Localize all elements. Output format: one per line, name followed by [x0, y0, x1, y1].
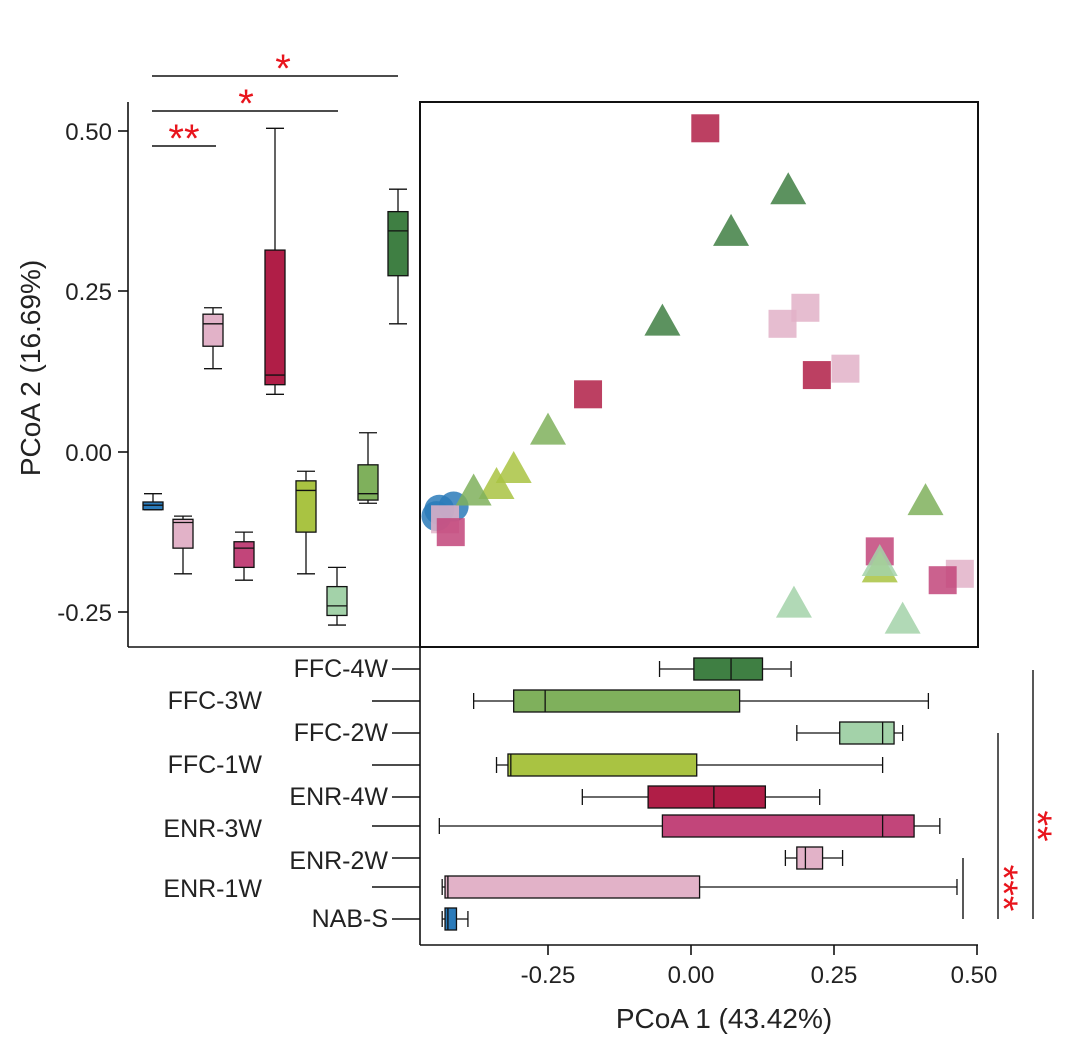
scatter-point-ffc-2w	[861, 543, 898, 576]
box-ffc-1w-pcoa2	[295, 470, 317, 575]
box-body	[796, 846, 824, 870]
top-significance: * * **	[152, 47, 398, 161]
box-ffc-4w-pcoa2	[387, 188, 409, 325]
box-enr-3w-pcoa2	[233, 531, 255, 581]
box-ffc-2w-pcoa1	[796, 721, 904, 745]
right-significance: * ** ***	[962, 670, 1070, 919]
box-body	[387, 210, 409, 277]
y-tick-label: 0.00	[65, 440, 112, 467]
box-body	[513, 689, 741, 713]
scatter-point-ffc-3w	[455, 473, 492, 506]
scatter-point-enr-3w	[691, 114, 720, 143]
box-ffc-1w-pcoa1	[495, 753, 884, 777]
box-body	[264, 249, 286, 386]
box-body	[326, 585, 348, 617]
scatter-points	[421, 114, 974, 634]
x-tick-label: 0.00	[668, 962, 715, 989]
scatter-point-enr-1w	[831, 354, 860, 383]
box-ffc-4w-pcoa1	[658, 657, 792, 681]
y-axis-title: PCoA 2 (16.69%)	[15, 260, 46, 476]
box-body	[693, 657, 764, 681]
group-label: ENR-1W	[163, 875, 262, 903]
group-label: ENR-4W	[289, 783, 388, 811]
box-enr-1w-pcoa2	[172, 515, 194, 575]
significance-star: **	[1015, 810, 1059, 841]
box-enr-3w-pcoa1	[438, 814, 941, 838]
box-ffc-3w-pcoa2	[357, 432, 379, 504]
box-body	[839, 721, 895, 745]
x-tick-label: 0.50	[951, 962, 998, 989]
significance-star: *	[238, 82, 254, 126]
box-enr-2w-pcoa1	[784, 846, 844, 870]
vertical-boxplots	[142, 127, 409, 626]
x-tick-label: -0.25	[521, 962, 576, 989]
box-body	[507, 753, 698, 777]
scatter-point-ffc-4w	[713, 213, 750, 246]
significance-star: **	[168, 117, 199, 161]
box-body	[661, 814, 915, 838]
box-body	[444, 875, 701, 899]
scatter-point-enr-1w	[791, 293, 820, 322]
box-ffc-3w-pcoa1	[472, 689, 930, 713]
group-label: FFC-3W	[168, 687, 263, 715]
scatter-point-ffc-4w	[644, 303, 681, 336]
box-body	[202, 313, 224, 347]
scatter-point-ffc-1w	[495, 451, 532, 484]
x-ticks: -0.25 0.00 0.25 0.50	[521, 945, 998, 989]
box-body	[444, 907, 458, 931]
scatter-point-ffc-2w	[775, 585, 812, 618]
significance-star: ***	[981, 865, 1025, 912]
box-enr-2w-pcoa2	[202, 307, 224, 370]
x-axis-title: PCoA 1 (43.42%)	[616, 1003, 832, 1034]
y-tick-label: 0.50	[65, 119, 112, 146]
significance-star: *	[275, 47, 291, 91]
scatter-point-ffc-2w	[884, 601, 921, 634]
group-label: ENR-2W	[289, 847, 388, 875]
scatter-point-enr-3w	[802, 361, 831, 390]
scatter-point-ffc-3w	[530, 412, 566, 445]
box-body	[233, 541, 255, 569]
y-ticks: 0.50 0.25 0.00 -0.25	[57, 119, 128, 627]
significance-star: *	[1053, 782, 1070, 798]
x-tick-label: 0.25	[811, 962, 858, 989]
scatter-point-ffc-4w	[770, 172, 807, 205]
scatter-point-ffc-3w	[907, 483, 944, 516]
box-body	[295, 480, 317, 533]
group-label: FFC-4W	[294, 655, 389, 683]
group-label: NAB-S	[312, 905, 388, 933]
box-body	[172, 518, 194, 549]
box-body	[357, 464, 379, 501]
box-enr-4w-pcoa2	[264, 127, 286, 395]
box-enr-4w-pcoa1	[581, 785, 821, 809]
box-nab-s-pcoa2	[142, 493, 164, 511]
group-label: ENR-3W	[163, 815, 262, 843]
box-enr-1w-pcoa1	[441, 875, 958, 899]
scatter-panel-frame	[419, 101, 979, 648]
group-labels: FFC-4W FFC-3W FFC-2W FFC-1W ENR-4W ENR-3…	[163, 655, 420, 933]
scatter-point-ffc-1w	[478, 467, 515, 500]
scatter-point-enr-2w	[436, 518, 465, 547]
group-label: FFC-2W	[294, 719, 389, 747]
box-nab-s-pcoa1	[441, 907, 469, 931]
scatter-point-enr-2w	[928, 566, 957, 595]
group-label: FFC-1W	[168, 751, 263, 779]
horizontal-boxplots	[438, 657, 958, 931]
box-ffc-2w-pcoa2	[326, 566, 348, 626]
scatter-point-enr-3w	[574, 380, 603, 409]
box-body	[647, 785, 767, 809]
y-tick-label: -0.25	[57, 600, 112, 627]
y-tick-label: 0.25	[65, 279, 112, 306]
